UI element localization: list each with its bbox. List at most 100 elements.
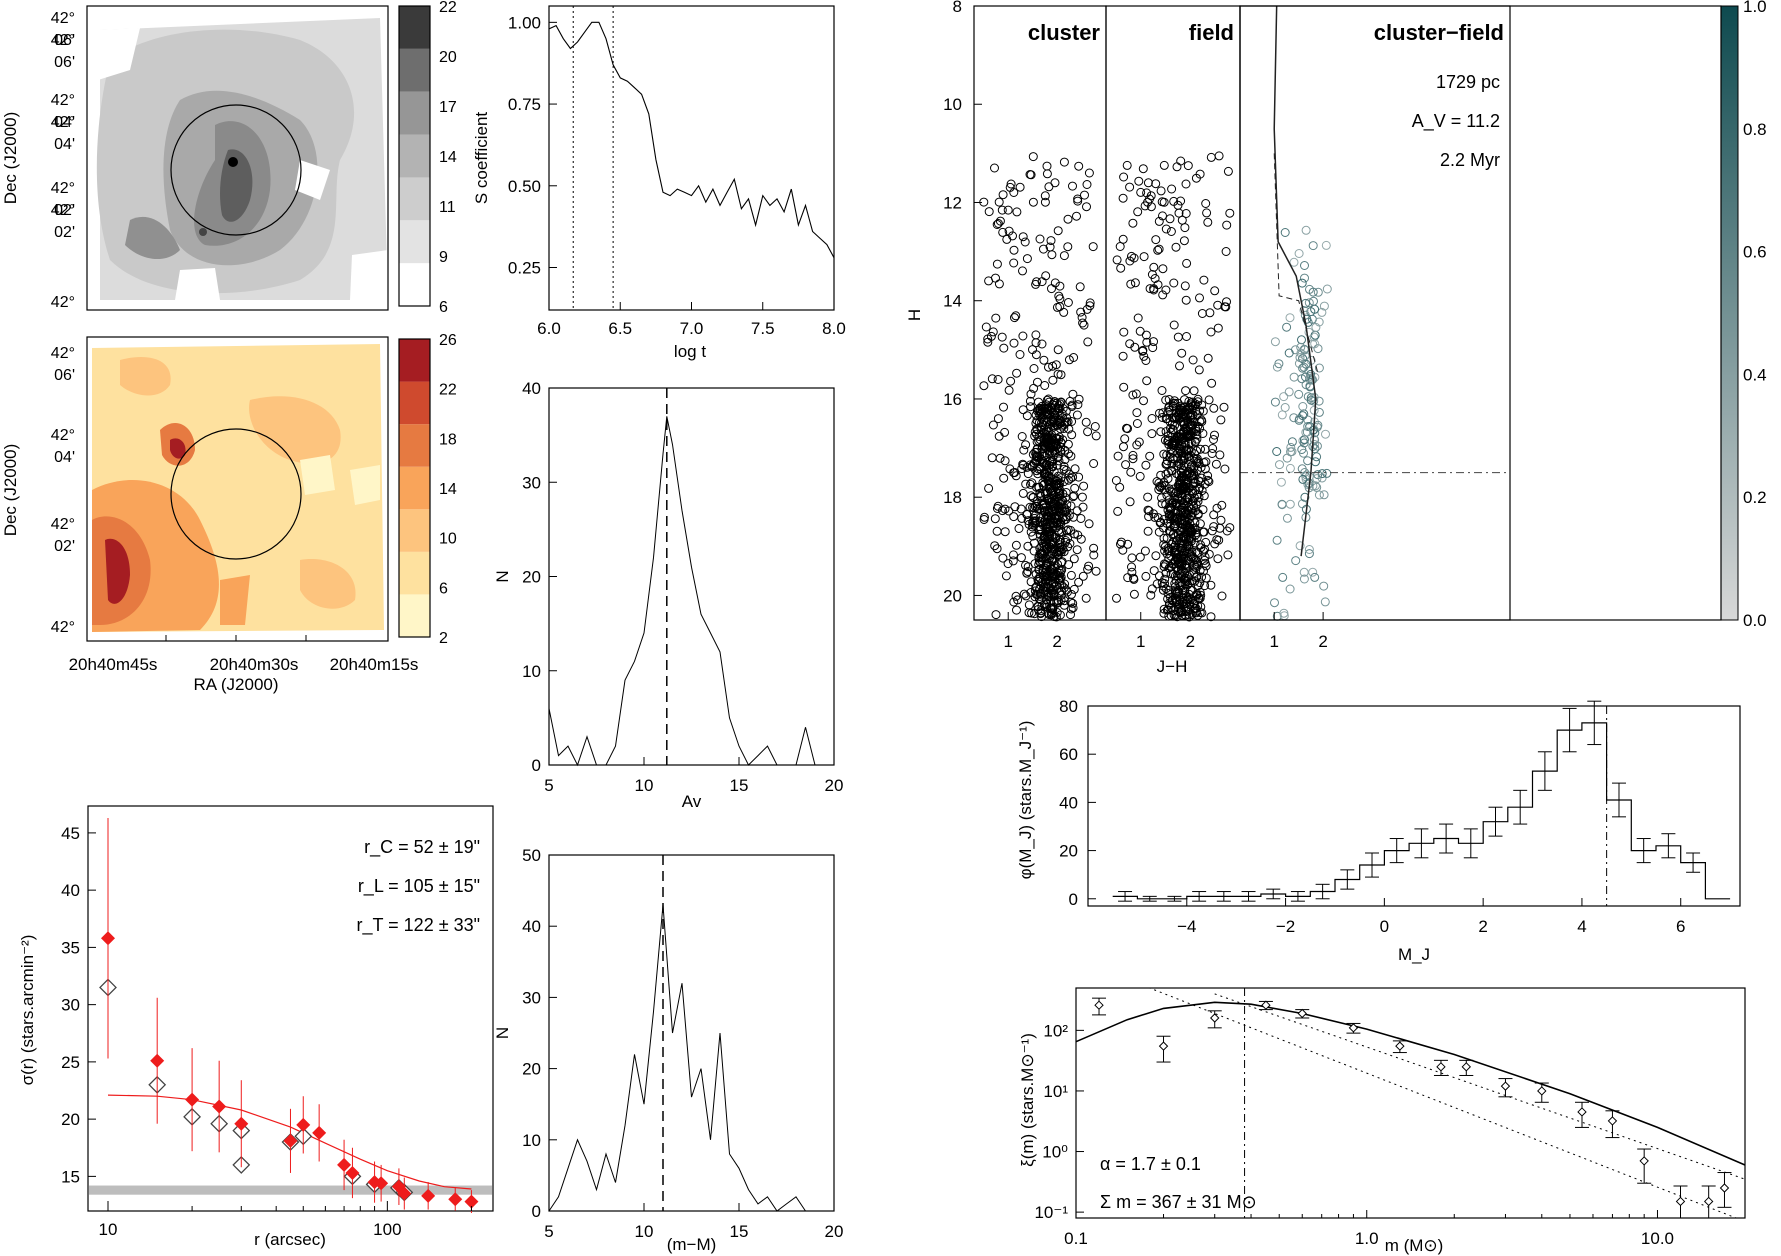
star-point <box>1090 422 1100 431</box>
star-point <box>1040 537 1050 547</box>
star-point <box>1173 200 1183 210</box>
star-point <box>1147 414 1157 423</box>
star-point <box>1037 277 1047 287</box>
s-coefficient-curve <box>548 21 835 258</box>
star-point <box>1165 405 1174 415</box>
star-point <box>1126 279 1136 289</box>
star-point <box>1214 151 1224 161</box>
star-point <box>1177 492 1187 502</box>
y-tick-label-line: 42° <box>51 345 75 362</box>
star-point <box>1319 301 1329 311</box>
star-point <box>1193 510 1203 520</box>
star-point <box>1186 536 1196 546</box>
star-point <box>1161 414 1171 424</box>
star-point <box>1172 571 1182 581</box>
star-point <box>1048 462 1058 472</box>
star-point <box>1034 418 1044 428</box>
y-axis-label: φ(M_J) (stars.M_J⁻¹) <box>1016 721 1035 880</box>
colorbar-tick-label: 11 <box>439 199 456 216</box>
star-point <box>1168 498 1178 508</box>
star-point <box>1062 587 1072 597</box>
star-point <box>1144 512 1154 522</box>
x-axis-label: r (arcsec) <box>254 1230 326 1249</box>
star-point <box>1138 164 1148 174</box>
star-point <box>1156 517 1166 527</box>
x-tick-label: 10.0 <box>1641 1229 1674 1248</box>
mass-bin-point <box>1395 1041 1405 1051</box>
star-point <box>1081 417 1091 427</box>
star-point <box>1278 572 1288 582</box>
star-point <box>1134 437 1144 447</box>
star-point <box>1053 478 1063 488</box>
star-point <box>1034 436 1044 446</box>
plot-frame <box>86 336 389 642</box>
star-point <box>1159 515 1169 524</box>
star-point <box>1186 398 1196 408</box>
plot-frame <box>1075 987 1746 1219</box>
star-point <box>1040 197 1050 207</box>
star-point <box>1180 546 1190 556</box>
y-tick-label: 18 <box>943 488 962 507</box>
star-point <box>1201 561 1211 571</box>
star-point <box>1141 356 1151 365</box>
star-point <box>1032 456 1042 466</box>
star-point <box>1120 434 1130 444</box>
star-point <box>1131 389 1141 399</box>
star-point <box>1301 225 1311 235</box>
star-point <box>1040 381 1050 390</box>
fit-annotation: Σ m = 367 ± 31 M⊙ <box>1100 1192 1257 1212</box>
star-point <box>1284 348 1294 358</box>
colorbar <box>1720 5 1739 621</box>
colorbar-tick-label: 22 <box>439 382 457 399</box>
y-tick-label: 30 <box>61 996 80 1015</box>
star-point <box>1206 152 1216 162</box>
y-tick-label-line: 02' <box>54 224 75 241</box>
star-point <box>1130 278 1140 288</box>
star-point <box>981 322 991 332</box>
star-point <box>1042 449 1052 459</box>
level-20-region <box>220 149 253 222</box>
y-tick-label-line: 04' <box>54 136 75 153</box>
star-point <box>992 259 1002 269</box>
y-tick-label: 30 <box>522 988 541 1007</box>
y-axis-label: σ(r) (stars.arcmin⁻²) <box>18 935 37 1086</box>
star-point <box>1151 179 1161 189</box>
star-point <box>1138 346 1148 356</box>
star-point <box>1194 365 1204 375</box>
star-point <box>1150 274 1160 283</box>
star-point <box>1191 173 1201 183</box>
radial-density-profile: 10 100 15 20 25 30 35 40 45 r (arcsec) σ(r) (stars… <box>18 805 494 1249</box>
star-point <box>1289 372 1299 382</box>
y-axis-label: Dec (J2000) <box>1 112 20 205</box>
star-point <box>1148 343 1158 353</box>
star-point <box>1189 386 1199 396</box>
colorbar-tick-label: 6 <box>439 299 448 316</box>
star-point <box>1304 298 1314 308</box>
star-point <box>1172 162 1182 172</box>
star-point <box>1277 410 1287 420</box>
star-point <box>1193 581 1203 591</box>
y-tick-label: 25 <box>61 1053 80 1072</box>
star-point <box>1215 450 1225 460</box>
star-point <box>1298 436 1308 446</box>
y-axis-label: ξ(m) (stars.M⊙⁻¹) <box>1018 1033 1037 1167</box>
star-point <box>1076 514 1086 523</box>
star-point <box>1123 539 1133 549</box>
star-point <box>1184 503 1194 513</box>
star-point <box>1026 402 1035 412</box>
level-14-region-s <box>220 575 250 625</box>
corrected-point <box>374 1176 389 1191</box>
star-point <box>1296 342 1306 352</box>
mass-bin-point <box>1436 1062 1446 1072</box>
star-point <box>1301 427 1311 437</box>
star-point <box>1173 410 1183 420</box>
star-point <box>1036 491 1045 501</box>
star-point <box>1286 442 1296 452</box>
colorbar-level <box>399 424 430 467</box>
star-point <box>998 227 1008 237</box>
star-point <box>1175 361 1184 371</box>
star-point <box>1035 504 1044 514</box>
star-point <box>1199 275 1209 285</box>
star-point <box>1084 168 1094 178</box>
star-point <box>1161 285 1171 295</box>
